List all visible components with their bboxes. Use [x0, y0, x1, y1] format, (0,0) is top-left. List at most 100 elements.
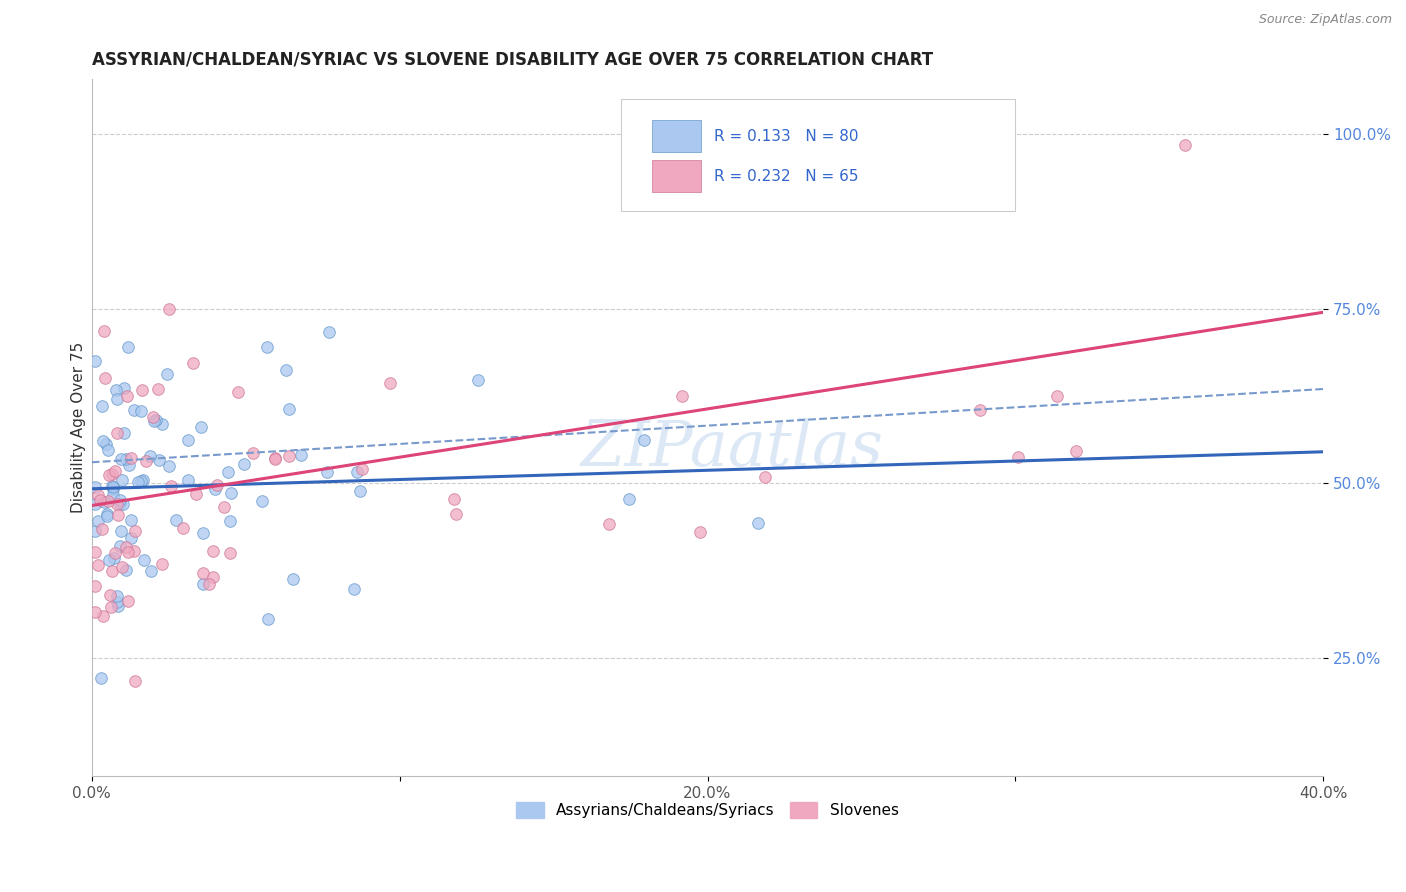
Point: [145, 412, 167, 426]
Point: [131, 403, 153, 417]
Point: [165, 513, 187, 527]
Point: [91, 522, 114, 536]
Point: [111, 473, 134, 487]
Point: [108, 492, 131, 507]
Point: [141, 564, 163, 578]
Point: [349, 483, 371, 498]
Point: [117, 594, 139, 608]
Point: [84, 524, 107, 539]
Point: [83, 498, 105, 512]
Point: [139, 450, 162, 464]
Point: [107, 590, 129, 604]
Point: [274, 363, 297, 377]
Point: [111, 560, 134, 574]
Point: [1007, 450, 1029, 464]
Point: [226, 385, 249, 400]
Point: [264, 451, 287, 466]
Point: [263, 451, 285, 466]
Point: [98, 589, 121, 603]
Point: [671, 389, 693, 403]
Point: [242, 446, 264, 460]
Point: [201, 570, 224, 584]
Point: [98, 553, 121, 567]
Point: [91, 609, 114, 624]
Point: [108, 539, 131, 553]
Point: [100, 600, 122, 615]
Point: [1046, 388, 1069, 402]
Point: [105, 595, 128, 609]
Point: [135, 454, 157, 468]
Point: [89, 493, 111, 508]
Point: [108, 497, 131, 511]
Point: [112, 381, 135, 395]
Point: [97, 443, 120, 458]
Point: [105, 497, 128, 511]
Point: [96, 437, 118, 451]
Point: [84, 354, 107, 368]
Point: [87, 488, 110, 502]
Point: [97, 494, 120, 508]
Point: [112, 425, 135, 440]
Point: [110, 452, 132, 467]
Point: [281, 572, 304, 586]
Point: [87, 558, 110, 572]
Point: [104, 546, 127, 560]
Point: [150, 417, 173, 431]
Point: [191, 526, 214, 541]
Point: [156, 368, 179, 382]
Point: [90, 671, 112, 685]
Point: [117, 340, 139, 354]
Point: [101, 488, 124, 502]
Point: [120, 531, 142, 545]
Point: [96, 507, 118, 521]
Point: [257, 612, 280, 626]
Point: [101, 479, 124, 493]
Text: R = 0.232   N = 65: R = 0.232 N = 65: [714, 169, 858, 184]
Point: [183, 356, 205, 370]
Text: ZIPaatlas: ZIPaatlas: [581, 417, 883, 479]
Point: [103, 482, 125, 496]
Point: [186, 487, 208, 501]
Point: [443, 492, 465, 507]
Point: [316, 465, 339, 479]
Point: [97, 467, 120, 482]
Point: [969, 403, 991, 417]
Point: [1174, 137, 1197, 152]
FancyBboxPatch shape: [652, 120, 702, 152]
Point: [252, 494, 274, 508]
Point: [91, 434, 114, 448]
Point: [157, 301, 180, 316]
Point: [754, 469, 776, 483]
Point: [120, 450, 142, 465]
Legend: Assyrians/Chaldeans/Syriacs, Slovenes: Assyrians/Chaldeans/Syriacs, Slovenes: [510, 797, 905, 824]
Point: [148, 382, 170, 396]
Point: [141, 410, 163, 425]
Point: [198, 577, 221, 591]
Point: [191, 576, 214, 591]
Y-axis label: Disability Age Over 75: Disability Age Over 75: [72, 342, 86, 513]
Point: [205, 478, 228, 492]
Text: ASSYRIAN/CHALDEAN/SYRIAC VS SLOVENE DISABILITY AGE OVER 75 CORRELATION CHART: ASSYRIAN/CHALDEAN/SYRIAC VS SLOVENE DISA…: [91, 51, 934, 69]
Point: [256, 340, 278, 354]
Point: [172, 521, 194, 535]
Point: [190, 419, 212, 434]
Point: [83, 579, 105, 593]
Point: [278, 449, 301, 463]
Point: [177, 433, 200, 447]
Point: [105, 426, 128, 441]
Point: [127, 475, 149, 489]
Point: [115, 541, 138, 555]
Point: [219, 486, 242, 500]
Point: [105, 392, 128, 406]
Point: [117, 545, 139, 559]
Point: [101, 564, 124, 578]
Point: [94, 371, 117, 385]
Point: [115, 564, 138, 578]
Point: [96, 508, 118, 523]
Point: [219, 546, 242, 560]
Point: [103, 550, 125, 565]
Point: [104, 465, 127, 479]
Point: [93, 324, 115, 338]
Point: [150, 557, 173, 571]
Point: [157, 458, 180, 473]
